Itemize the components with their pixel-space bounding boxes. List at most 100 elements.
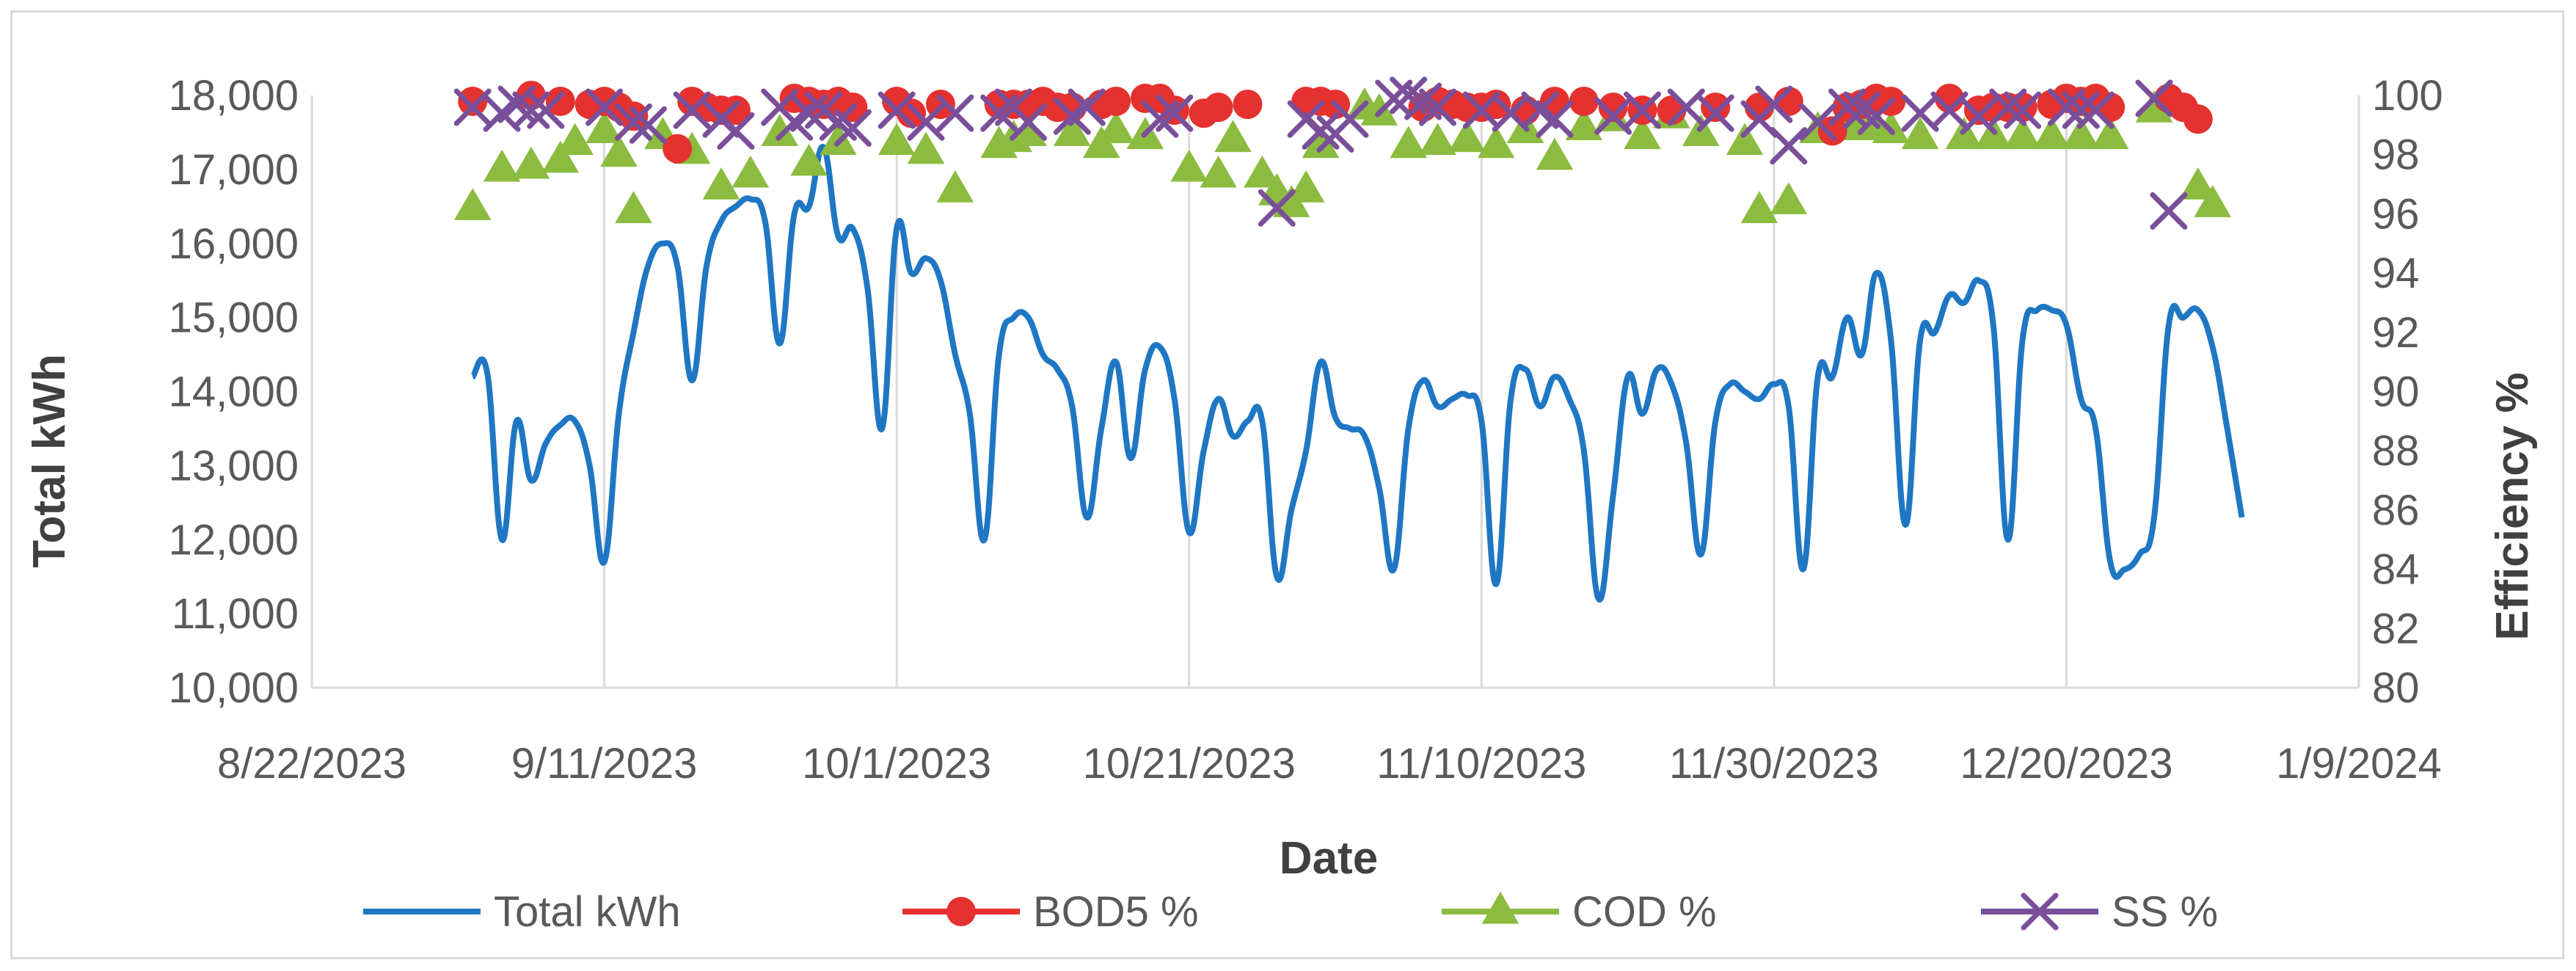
x-tick-label: 11/10/2023 <box>1376 740 1586 788</box>
ss-point <box>629 106 667 144</box>
ss-point <box>2076 91 2115 129</box>
cod-point <box>556 123 594 156</box>
ss-point <box>1462 91 1500 129</box>
ss-point <box>585 88 624 126</box>
bod5-point <box>1569 87 1599 117</box>
y2-tick-label: 84 <box>2372 546 2420 594</box>
x-tick-label: 8/22/2023 <box>217 740 406 788</box>
bod5-point <box>1233 90 1263 120</box>
x-tick-label: 12/20/2023 <box>1960 740 2172 788</box>
y-tick-label: 10,000 <box>169 664 299 712</box>
ss-point <box>833 109 872 147</box>
legend-label: BOD5 % <box>1033 888 1199 936</box>
ss-point <box>1799 103 1837 141</box>
cod-point <box>1624 117 1661 150</box>
ss-point <box>1010 103 1047 141</box>
ss-point <box>1068 88 1106 126</box>
ss-point <box>1258 189 1296 227</box>
legend-label: Total kWh <box>494 888 681 936</box>
cod-point <box>1010 114 1047 147</box>
cod-point <box>1565 108 1603 140</box>
bod5-point <box>619 101 649 131</box>
y-tick-label: 11,000 <box>172 590 299 638</box>
x-tick-label: 11/30/2023 <box>1669 740 1879 788</box>
cod-point <box>1872 111 1910 144</box>
x-tick-label: 10/1/2023 <box>802 740 991 788</box>
cod-point <box>820 123 857 156</box>
y2-tick-label: 80 <box>2372 664 2420 712</box>
ss-point <box>1696 94 1734 132</box>
total-kwh-line <box>470 144 2245 603</box>
ss-point <box>614 103 652 141</box>
cod-point <box>2135 90 2173 123</box>
ss-point <box>2062 91 2100 129</box>
cod-point <box>877 123 916 156</box>
ss-point <box>1375 79 1413 117</box>
bod5-point <box>720 95 751 126</box>
bod5-point <box>1701 92 1731 123</box>
cod-point <box>1419 123 1456 156</box>
ss-point <box>1901 94 1939 132</box>
y2-tick-label: 100 <box>2372 72 2443 120</box>
bod5-point <box>1598 92 1628 123</box>
y-tick-label: 16,000 <box>169 220 299 268</box>
cod-point <box>1770 182 1808 214</box>
y-tick-label: 12,000 <box>169 516 299 564</box>
y-tick-label: 14,000 <box>169 368 299 416</box>
cod-point <box>512 146 550 179</box>
cod-point <box>1360 93 1398 126</box>
cod-point <box>1200 155 1237 188</box>
x-axis-title: Date <box>1280 833 1378 884</box>
bod5-point <box>1101 87 1131 117</box>
y2-tick-label: 82 <box>2372 605 2420 652</box>
chart-frame <box>10 10 2564 959</box>
y2-axis-title: Efficiency % <box>2487 372 2538 640</box>
y-tick-label: 15,000 <box>169 294 299 342</box>
ss-point <box>1624 91 1661 129</box>
x-tick-label: 10/21/2023 <box>1083 740 1296 788</box>
cod-point <box>1477 126 1515 159</box>
cod-point <box>1740 191 1778 223</box>
series-ss <box>453 76 2188 230</box>
cod-point <box>2033 117 2070 150</box>
cod-point <box>2179 167 2217 200</box>
cod-point <box>1053 114 1091 147</box>
cod-point <box>1244 155 1281 188</box>
ss-point <box>1770 127 1808 165</box>
cod-point <box>1097 111 1135 144</box>
x-tick-label: 1/9/2024 <box>2276 740 2442 788</box>
y2-tick-label: 90 <box>2372 368 2420 416</box>
y2-tick-label: 96 <box>2372 190 2420 238</box>
ss-point <box>2135 79 2173 117</box>
right-axis-ticks: 80 82 84 86 88 90 92 94 96 98 100 <box>2372 72 2443 712</box>
ss-point <box>2047 88 2085 126</box>
ss-point <box>527 91 565 129</box>
bod5-point <box>1203 92 1233 123</box>
ss-point <box>877 91 916 129</box>
cod-point <box>1901 117 1939 150</box>
y-tick-label: 13,000 <box>169 442 299 490</box>
cod-point <box>483 149 521 182</box>
cod-point <box>541 140 580 173</box>
cod-point <box>453 188 492 220</box>
cod-point <box>1302 126 1340 159</box>
x-axis-ticks: 8/22/2023 9/11/2023 10/1/2023 10/21/2023 11/… <box>217 740 2442 788</box>
bod5-point <box>663 134 693 164</box>
ss-point <box>1492 94 1530 132</box>
legend-marker-x <box>2021 892 2059 931</box>
ss-point <box>1331 100 1369 138</box>
y2-tick-label: 94 <box>2372 250 2420 297</box>
bod5-point <box>1817 116 1847 146</box>
left-axis-ticks: 10,000 11,000 12,000 13,000 14,000 15,000 16,0… <box>169 72 299 712</box>
ss-point <box>2150 192 2188 230</box>
legend-marker-triangle <box>1481 891 1519 924</box>
ss-point <box>2004 91 2042 129</box>
cod-point <box>907 131 945 164</box>
grid-lines <box>310 95 2360 689</box>
legend-label: COD % <box>1572 888 1717 936</box>
cod-point <box>1726 123 1764 156</box>
cod-point <box>731 155 770 188</box>
legend-label: SS % <box>2112 888 2218 936</box>
cod-point <box>1448 120 1486 153</box>
